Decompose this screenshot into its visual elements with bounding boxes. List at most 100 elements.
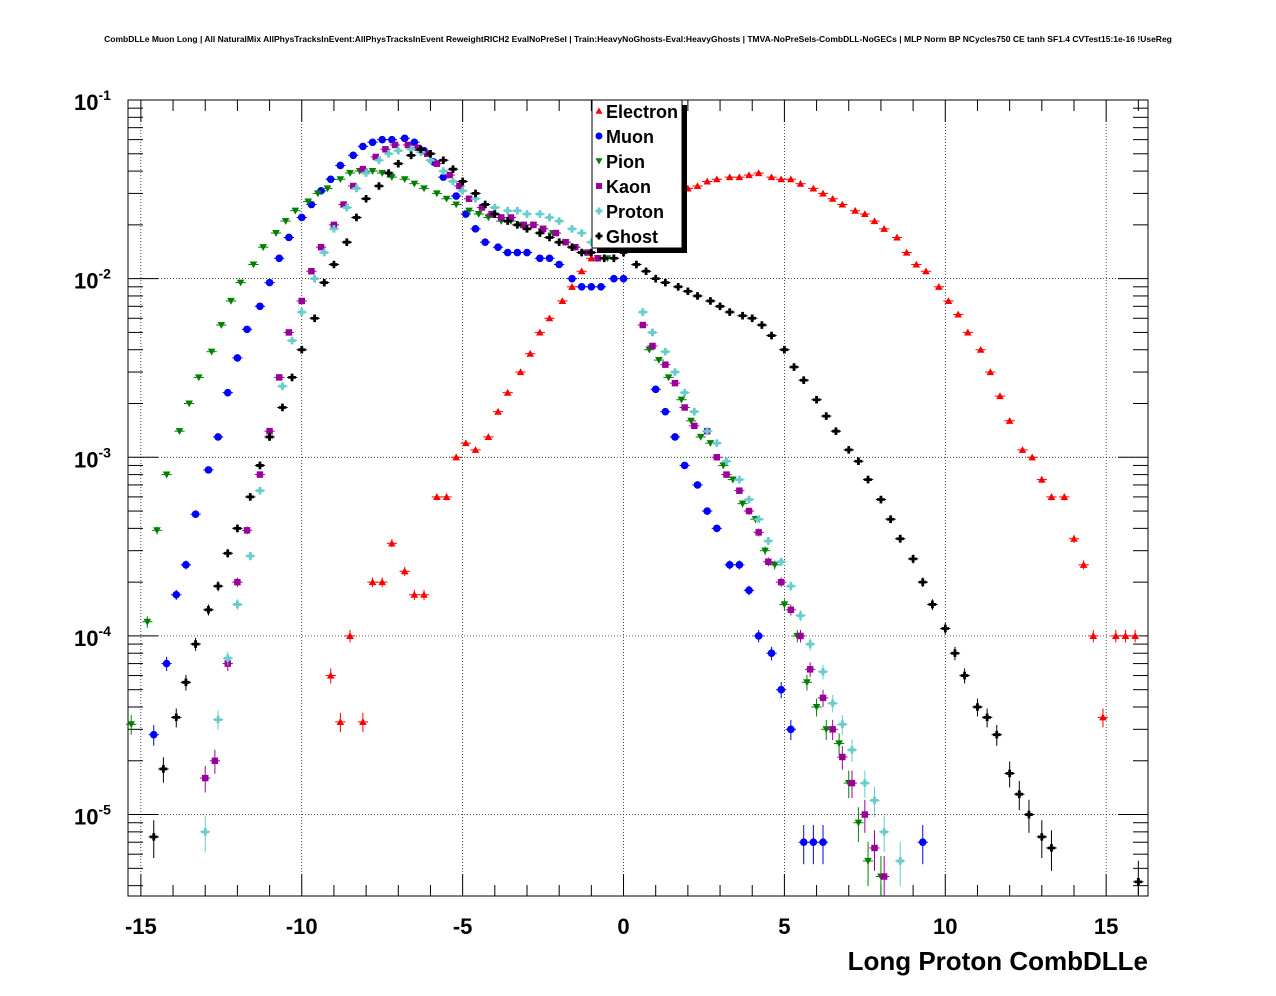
legend-entry-ghost: Ghost bbox=[595, 227, 658, 247]
data-point bbox=[523, 248, 531, 257]
data-point bbox=[265, 433, 274, 441]
data-point bbox=[491, 203, 499, 212]
data-point bbox=[568, 283, 576, 290]
data-point bbox=[494, 243, 502, 251]
data-point bbox=[359, 718, 367, 725]
data-point bbox=[928, 600, 937, 609]
legend: Electron Muon Pion Kaon Proton Ghost bbox=[591, 99, 687, 253]
data-point bbox=[458, 177, 467, 186]
data-point bbox=[861, 811, 869, 818]
data-point bbox=[343, 203, 351, 212]
data-point bbox=[223, 654, 232, 663]
data-point bbox=[693, 292, 702, 300]
data-point bbox=[803, 679, 811, 687]
data-point bbox=[207, 348, 216, 356]
data-point bbox=[359, 142, 367, 151]
data-point bbox=[420, 185, 428, 193]
data-point bbox=[777, 578, 785, 586]
data-point bbox=[503, 217, 512, 225]
data-point bbox=[736, 487, 743, 494]
data-point bbox=[175, 428, 184, 435]
data-point bbox=[738, 500, 747, 508]
data-point bbox=[410, 138, 419, 147]
data-point bbox=[725, 173, 734, 181]
data-point bbox=[288, 336, 296, 345]
data-point bbox=[735, 173, 744, 181]
data-point bbox=[880, 873, 888, 880]
data-point bbox=[610, 274, 618, 283]
data-point bbox=[918, 578, 927, 586]
data-point bbox=[326, 671, 335, 679]
data-point bbox=[1015, 790, 1024, 798]
data-point bbox=[545, 254, 554, 263]
data-point bbox=[159, 765, 168, 773]
data-point bbox=[471, 194, 480, 203]
data-point bbox=[256, 471, 264, 478]
x-tick-label: -10 bbox=[286, 914, 318, 939]
data-point bbox=[433, 190, 441, 198]
data-point bbox=[723, 471, 730, 478]
data-point bbox=[735, 561, 744, 569]
legend-marker bbox=[596, 183, 602, 189]
data-point bbox=[1089, 632, 1098, 639]
data-point bbox=[297, 345, 306, 354]
data-point bbox=[449, 165, 457, 173]
data-point bbox=[407, 145, 415, 154]
data-point bbox=[545, 314, 554, 322]
data-point bbox=[275, 254, 284, 263]
data-point bbox=[256, 461, 264, 470]
data-point bbox=[246, 493, 255, 501]
data-point bbox=[649, 342, 656, 350]
data-point bbox=[922, 267, 930, 275]
data-point bbox=[1099, 713, 1107, 721]
data-point bbox=[330, 221, 338, 229]
data-point bbox=[1112, 632, 1120, 639]
data-point bbox=[745, 507, 753, 515]
data-point bbox=[696, 433, 705, 441]
data-point bbox=[352, 213, 361, 222]
data-point bbox=[471, 225, 480, 233]
data-point bbox=[545, 233, 554, 242]
data-point bbox=[1005, 769, 1014, 778]
data-point bbox=[234, 578, 241, 586]
data-point bbox=[291, 207, 300, 215]
data-point bbox=[243, 325, 251, 334]
legend-box bbox=[591, 99, 683, 249]
data-point bbox=[745, 171, 753, 179]
data-point bbox=[639, 321, 647, 329]
data-point bbox=[278, 403, 287, 412]
data-point bbox=[555, 238, 563, 246]
data-point bbox=[796, 179, 805, 187]
data-point bbox=[976, 345, 985, 353]
data-point bbox=[336, 718, 345, 725]
data-point bbox=[870, 796, 879, 805]
data-point bbox=[568, 225, 576, 233]
data-point bbox=[693, 481, 702, 489]
data-point bbox=[787, 725, 795, 734]
data-point bbox=[185, 400, 193, 408]
legend-label: Ghost bbox=[606, 227, 658, 247]
data-point bbox=[886, 515, 895, 524]
data-point bbox=[764, 537, 773, 545]
data-point bbox=[1070, 534, 1078, 542]
data-point bbox=[680, 461, 689, 470]
data-point bbox=[1038, 833, 1046, 841]
data-point bbox=[516, 368, 525, 376]
data-point bbox=[214, 715, 222, 724]
legend-label: Proton bbox=[606, 202, 664, 222]
data-point bbox=[233, 600, 242, 609]
data-point bbox=[1028, 453, 1036, 461]
data-point bbox=[661, 347, 670, 356]
legend-entry-muon: Muon bbox=[595, 127, 654, 147]
data-point bbox=[172, 713, 181, 722]
data-point bbox=[893, 233, 901, 241]
data-point bbox=[799, 838, 808, 847]
data-point bbox=[507, 214, 515, 221]
data-point bbox=[912, 260, 921, 268]
data-point bbox=[1038, 475, 1046, 483]
data-point bbox=[754, 515, 763, 524]
data-point bbox=[832, 427, 840, 435]
data-point bbox=[1060, 493, 1069, 500]
data-point bbox=[651, 385, 660, 394]
